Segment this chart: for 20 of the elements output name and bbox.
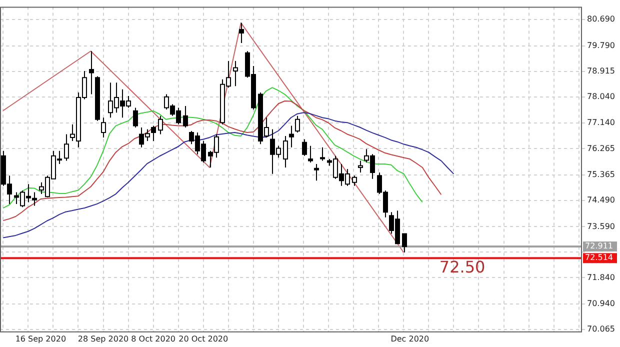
y-tick-label: 74.490 — [587, 196, 615, 205]
y-tick-label: 70.940 — [587, 299, 615, 308]
x-tick-label: 16 Sep 2020 — [15, 334, 66, 344]
y-tick-label: 71.840 — [587, 272, 615, 282]
y-tick-label: 78.040 — [587, 92, 615, 101]
y-tick-label: 80.690 — [587, 14, 615, 24]
ref-line-label: 72.514 — [585, 253, 613, 262]
annotation: 72.50 — [439, 258, 486, 277]
y-tick-label: 73.590 — [587, 222, 615, 231]
y-tick-label: 75.365 — [587, 170, 615, 180]
y-tick-label: 70.065 — [587, 324, 615, 334]
ref-line-label: 72.911 — [585, 242, 613, 251]
y-tick-label: 78.915 — [587, 66, 615, 76]
y-tick-label: 77.140 — [587, 118, 615, 128]
y-tick-label: 76.265 — [587, 144, 615, 153]
x-tick-label: 28 Sep 2020 — [78, 334, 129, 344]
y-tick-label: 79.790 — [587, 40, 615, 50]
x-tick-label: Dec 2020 — [390, 334, 430, 344]
x-tick-label: 20 Oct 2020 — [178, 334, 228, 344]
x-tick-label: 8 Oct 2020 — [131, 334, 176, 344]
